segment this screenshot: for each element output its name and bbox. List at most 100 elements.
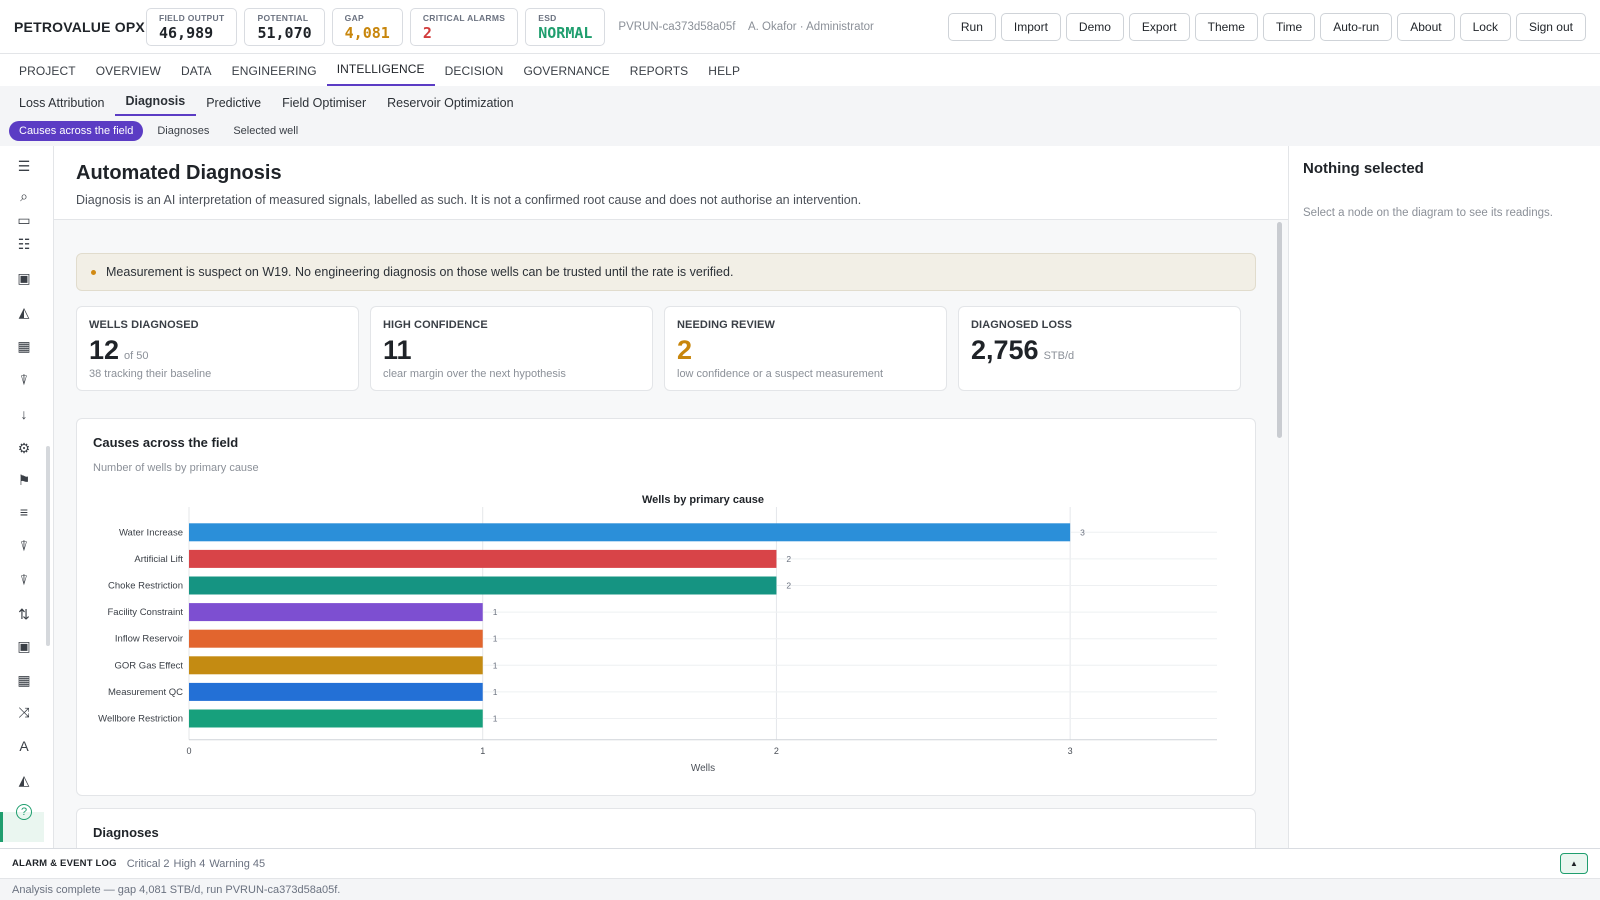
bar-gor-gas-effect xyxy=(189,656,483,675)
theme-button[interactable]: Theme xyxy=(1194,13,1258,41)
nav-help[interactable]: HELP xyxy=(708,64,741,78)
y-tick-label: GOR Gas Effect xyxy=(115,660,184,671)
auto-run-button[interactable]: Auto-run xyxy=(1320,13,1393,41)
lock-button[interactable]: Lock xyxy=(1459,13,1511,41)
nav-project[interactable]: PROJECT xyxy=(19,64,76,78)
card-value: 11 xyxy=(383,335,412,365)
flag-icon[interactable]: ⚑ xyxy=(17,471,31,488)
arrow-down-icon[interactable]: ↓ xyxy=(20,406,28,422)
nav-reports[interactable]: REPORTS xyxy=(629,64,689,78)
bar-water-increase xyxy=(189,523,1071,542)
card-diagnosed-loss: DIAGNOSED LOSS 2,756 STB/d xyxy=(958,306,1241,391)
card-subtext: low confidence or a suspect measurement xyxy=(677,368,884,380)
help-icon[interactable]: ? xyxy=(16,804,32,820)
thermometer-icon[interactable]: ⍒ xyxy=(19,571,29,588)
search-icon[interactable]: ⌕ xyxy=(20,187,28,204)
summary-cards: WELLS DIAGNOSED 12 of 50 38 tracking their … xyxy=(76,306,1241,391)
nav-intelligence[interactable]: INTELLIGENCE xyxy=(326,62,435,86)
bar-artificial-lift xyxy=(189,549,777,568)
bar-chart: Wells by primary cause 0 1 2 3 Water Increase… xyxy=(98,494,1217,774)
log-count-warning: Warning 45 xyxy=(209,857,266,870)
main-scrollbar[interactable] xyxy=(1277,222,1282,438)
bar-inflow-reservoir xyxy=(189,629,483,648)
bar-facility-constraint xyxy=(189,603,483,622)
checklist-icon[interactable]: ☷ xyxy=(17,235,31,252)
demo-button[interactable]: Demo xyxy=(1065,13,1124,41)
bar-choke-restriction xyxy=(189,576,777,595)
card-label: DIAGNOSED LOSS xyxy=(971,319,1073,331)
tab-predictive[interactable]: Predictive xyxy=(206,96,262,110)
table-icon[interactable]: ▦ xyxy=(17,337,31,354)
run-button[interactable]: Run xyxy=(947,13,996,41)
list-icon[interactable]: ≡ xyxy=(19,504,29,520)
rail-scrollbar[interactable] xyxy=(46,446,50,646)
card-value-row: 2 xyxy=(677,335,934,366)
nav-data[interactable]: DATA xyxy=(180,64,212,78)
ruler-icon[interactable]: ▭ xyxy=(17,211,31,228)
detail-panel: Nothing selected Select a node on the di… xyxy=(1288,146,1600,848)
import-button[interactable]: Import xyxy=(1000,13,1061,41)
area-chart-icon[interactable]: ◭ xyxy=(18,303,30,320)
image-icon[interactable]: ▣ xyxy=(17,637,31,654)
time-button[interactable]: Time xyxy=(1262,13,1316,41)
kpi-value: 46,989 xyxy=(159,23,214,42)
subtab-selected-well[interactable]: Selected well xyxy=(233,125,299,137)
status-bar: Analysis complete — gap 4,081 STB/d, run… xyxy=(0,878,1600,900)
tab-reservoir-optimization[interactable]: Reservoir Optimization xyxy=(387,96,514,110)
nav-engineering[interactable]: ENGINEERING xyxy=(231,64,317,78)
menu-icon[interactable]: ☰ xyxy=(17,157,31,174)
about-button[interactable]: About xyxy=(1397,13,1455,41)
log-toggle-button[interactable]: ▲ xyxy=(1560,853,1588,874)
area-chart-icon[interactable]: ◭ xyxy=(18,771,30,788)
detail-title: Nothing selected xyxy=(1303,160,1424,177)
nav-decision[interactable]: DECISION xyxy=(444,64,504,78)
bar-value-label: 2 xyxy=(786,581,791,591)
x-tick-label: 3 xyxy=(1068,746,1073,756)
card-label: HIGH CONFIDENCE xyxy=(383,319,488,331)
tab-loss-attribution[interactable]: Loss Attribution xyxy=(19,96,105,110)
kpi-potential: POTENTIAL 51,070 xyxy=(244,7,325,46)
thermometer-icon[interactable]: ⍒ xyxy=(19,371,29,388)
kpi-critical-alarms: CRITICAL ALARMS 2 xyxy=(409,7,519,46)
nav-governance[interactable]: GOVERNANCE xyxy=(523,64,610,78)
gears-icon[interactable]: ⚙ xyxy=(17,439,31,456)
kpi-gap: GAP 4,081 xyxy=(331,7,403,46)
thermometer-icon[interactable]: ⍒ xyxy=(19,537,29,554)
subtab-diagnoses[interactable]: Diagnoses xyxy=(157,125,210,137)
kpi-label: CRITICAL ALARMS xyxy=(422,12,506,23)
card-value: 2,756 xyxy=(971,335,1039,365)
kpi-label: FIELD OUTPUT xyxy=(159,12,225,23)
kpi-label: POTENTIAL xyxy=(257,12,309,23)
page-subtitle: Diagnosis is an AI interpretation of mea… xyxy=(76,193,862,207)
alarm-log-bar[interactable]: ALARM & EVENT LOG Critical 2 High 4 Warnin… xyxy=(0,848,1600,878)
card-value-row: 2,756 STB/d xyxy=(971,335,1228,366)
image-icon[interactable]: ▣ xyxy=(17,269,31,286)
detail-hint: Select a node on the diagram to see its … xyxy=(1303,207,1553,219)
kpi-field-output: FIELD OUTPUT 46,989 xyxy=(146,7,238,46)
diagnoses-card: Diagnoses xyxy=(76,808,1256,848)
bar-value-label: 2 xyxy=(786,554,791,564)
y-tick-label: Water Increase xyxy=(119,527,183,538)
swap-vertical-icon[interactable]: ⇅ xyxy=(18,605,30,622)
nav-overview[interactable]: OVERVIEW xyxy=(95,64,161,78)
bar-value-label: 1 xyxy=(493,714,498,724)
bar-wellbore-restriction xyxy=(189,709,483,728)
y-tick-label: Artificial Lift xyxy=(134,554,183,565)
kpi-value: 51,070 xyxy=(257,23,312,42)
table-icon[interactable]: ▦ xyxy=(17,671,31,688)
brand-logo: PETROVALUE OPX xyxy=(14,18,145,35)
secondary-nav: Loss Attribution Diagnosis Predictive Field… xyxy=(0,86,1600,116)
card-subtext: clear margin over the next hypothesis xyxy=(383,368,566,380)
kpi-value: 2 xyxy=(422,23,432,42)
export-button[interactable]: Export xyxy=(1128,13,1190,41)
sign-out-button[interactable]: Sign out xyxy=(1515,13,1586,41)
tab-diagnosis[interactable]: Diagnosis xyxy=(115,94,197,116)
tertiary-nav: Causes across the field Diagnoses Selected… xyxy=(0,116,1600,146)
primary-nav: PROJECT OVERVIEW DATA ENGINEERING INTELLIGEN… xyxy=(0,54,1600,86)
card-label: NEEDING REVIEW xyxy=(677,319,775,331)
tab-field-optimiser[interactable]: Field Optimiser xyxy=(282,96,367,110)
translate-icon[interactable]: A xyxy=(19,738,29,754)
shuffle-icon[interactable]: ⤨ xyxy=(18,703,30,720)
subtab-causes-across-the-field[interactable]: Causes across the field xyxy=(9,121,144,141)
y-tick-label: Choke Restriction xyxy=(108,581,183,592)
